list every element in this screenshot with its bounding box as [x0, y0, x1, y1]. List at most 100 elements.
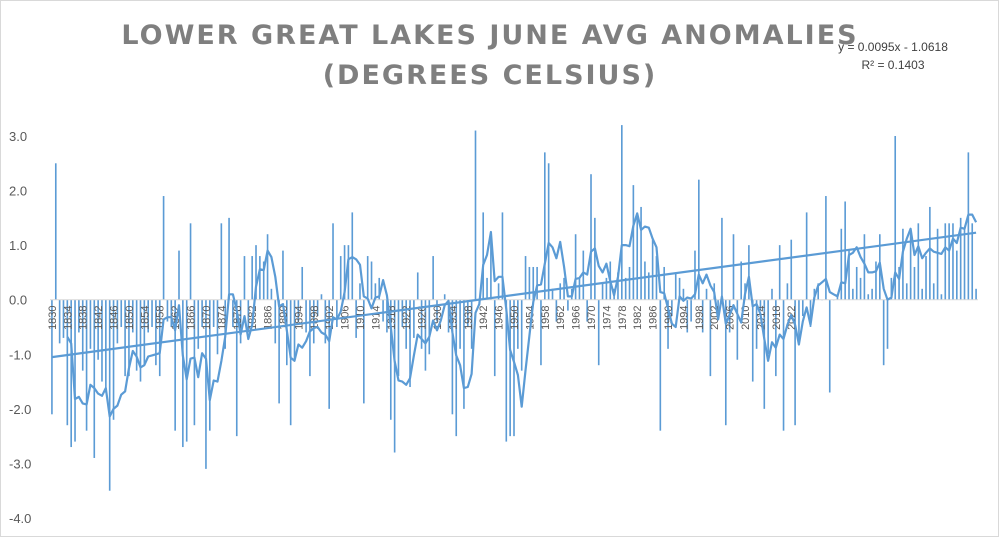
bar-1958: [544, 152, 546, 300]
bar-1977: [617, 272, 619, 300]
bar-1907: [347, 245, 350, 300]
bar-1883: [255, 245, 257, 300]
bar-2000: [705, 288, 708, 300]
bar-1972: [597, 299, 600, 366]
x-tick-label: 1898: [309, 305, 321, 329]
bar-2047: [886, 299, 889, 349]
y-axis: 3.0 2.0 1.0 0.0 -1.0 -2.0 -3.0 -4.0: [9, 129, 31, 526]
bar-1857: [155, 299, 157, 366]
bar-1856: [151, 299, 153, 327]
bar-1959: [547, 163, 550, 300]
x-tick-label: 1854: [139, 305, 151, 329]
bar-1858: [158, 299, 161, 377]
bar-2061: [940, 294, 943, 300]
bar-2021: [786, 283, 789, 300]
bar-1881: [247, 299, 250, 333]
bar-1832: [58, 299, 61, 344]
bar-2046: [882, 299, 885, 366]
bar-2029: [817, 283, 820, 300]
bar-1939: [470, 299, 473, 349]
bar-1993: [678, 277, 681, 300]
x-tick-label: 1998: [694, 305, 706, 329]
bar-1851: [131, 299, 134, 333]
bar-1871: [208, 299, 211, 431]
bar-1966: [574, 234, 577, 300]
bar-1886: [266, 234, 269, 300]
bar-1840: [89, 299, 92, 349]
bar-1865: [185, 299, 188, 442]
bar-2060: [936, 228, 939, 300]
bar-1940: [474, 130, 477, 300]
bar-1943: [486, 277, 488, 300]
bar-1874: [220, 223, 223, 300]
bar-1924: [413, 299, 415, 338]
bar-1974: [605, 277, 608, 300]
bar-2018: [775, 299, 777, 377]
bar-1860: [166, 299, 169, 322]
bar-1864: [182, 299, 184, 448]
bar-2011: [748, 245, 750, 300]
bar-1954: [528, 266, 531, 300]
x-tick-label: 1842: [93, 305, 105, 329]
x-tick-label: 1938: [463, 305, 475, 329]
x-tick-label: 2002: [709, 305, 721, 329]
y-tick-label: -4.0: [9, 511, 31, 526]
x-tick-label: 1974: [601, 305, 613, 329]
bar-1897: [309, 299, 311, 377]
x-tick-label: 1846: [109, 305, 121, 329]
bar-1906: [343, 245, 346, 300]
bar-1836: [74, 299, 76, 442]
bar-1877: [232, 299, 234, 327]
bar-1915: [378, 277, 381, 300]
bar-2044: [875, 261, 877, 300]
bar-1873: [216, 299, 219, 355]
bar-1982: [636, 212, 639, 300]
bar-2038: [852, 288, 854, 300]
bar-2040: [859, 277, 862, 300]
bar-2009: [740, 261, 742, 300]
y-tick-label: 2.0: [9, 184, 27, 199]
bar-1964: [567, 299, 569, 311]
bar-1960: [551, 288, 554, 300]
bar-1989: [663, 266, 665, 300]
bar-1892: [289, 299, 292, 426]
bar-1922: [405, 299, 407, 349]
bar-1981: [632, 185, 635, 300]
bar-2048: [890, 277, 893, 300]
bar-1901: [324, 299, 327, 344]
y-tick-label: 3.0: [9, 129, 27, 144]
bar-1914: [374, 283, 377, 300]
bar-1844: [105, 299, 107, 393]
bar-1893: [293, 299, 296, 360]
x-tick-label: 1950: [509, 305, 521, 329]
bar-1983: [640, 206, 642, 300]
x-tick-label: 1838: [78, 305, 90, 329]
bar-1923: [409, 299, 411, 388]
bar-1842: [97, 299, 99, 360]
bar-2015: [763, 299, 766, 409]
bar-1868: [197, 299, 200, 349]
bar-2054: [913, 266, 916, 300]
bar-1952: [520, 299, 523, 371]
x-tick-label: 1958: [540, 305, 552, 329]
bar-1957: [540, 299, 542, 366]
bar-2070: [975, 288, 977, 300]
bar-2062: [944, 223, 947, 300]
x-tick-label: 1902: [324, 305, 336, 329]
x-tick-label: 1922: [401, 305, 413, 329]
bar-1912: [366, 256, 369, 300]
bar-1997: [694, 250, 696, 300]
bar-2058: [929, 206, 931, 300]
bar-1925: [416, 272, 419, 300]
bar-1837: [78, 299, 80, 333]
bar-1852: [135, 299, 138, 371]
chart-title-line1: LOWER GREAT LAKES JUNE AVG ANOMALIES: [121, 20, 858, 51]
x-tick-label: 1994: [678, 305, 690, 329]
bar-1918: [389, 299, 392, 420]
bar-1953: [524, 256, 527, 300]
bar-2056: [921, 288, 923, 300]
x-tick-label: 1850: [124, 305, 136, 329]
bar-2020: [782, 299, 785, 431]
bar-2017: [771, 288, 773, 300]
